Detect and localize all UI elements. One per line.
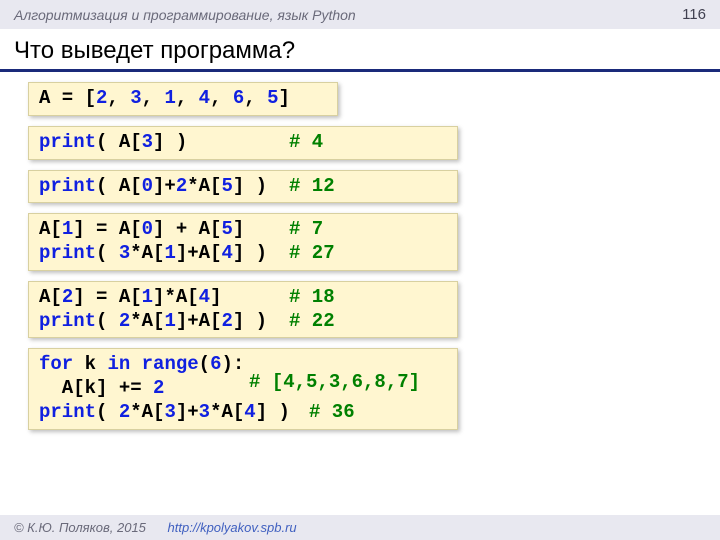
code-box-2: print( A[3] ) # 4 [28,126,458,160]
slide-title: Что выведет программа? [0,29,720,72]
comment: # 7 [289,218,323,242]
code-box-4: A[1] = A[0] + A[5] print( 3*A[1]+A[4] ) … [28,213,458,271]
code-line: print( A[0]+2*A[5] ) [39,175,447,199]
page-number: 116 [682,6,706,23]
code-box-6: for k in range(6): A[k] += 2 print( 2*A[… [28,348,458,429]
footer-url: http://kpolyakov.spb.ru [168,520,297,535]
code-line: A = [2, 3, 1, 4, 6, 5] [39,87,327,111]
comment: # 36 [309,401,355,425]
comment: # 4 [289,131,323,155]
course-title: Алгоритмизация и программирование, язык … [14,7,356,23]
comment: # 12 [289,175,335,199]
code-line: print( A[3] ) [39,131,447,155]
copyright: © К.Ю. Поляков, 2015 [14,520,146,535]
code-line: print( 2*A[1]+A[2] ) [39,310,447,334]
code-line: print( 3*A[1]+A[4] ) [39,242,447,266]
code-line: A[1] = A[0] + A[5] [39,218,447,242]
footer-bar: © К.Ю. Поляков, 2015 http://kpolyakov.sp… [0,515,720,540]
code-box-3: print( A[0]+2*A[5] ) # 12 [28,170,458,204]
code-line: A[2] = A[1]*A[4] [39,286,447,310]
code-box-1: A = [2, 3, 1, 4, 6, 5] [28,82,338,116]
comment: # 18 [289,286,335,310]
comment: # [4,5,3,6,8,7] [249,371,420,395]
code-box-5: A[2] = A[1]*A[4] print( 2*A[1]+A[2] ) # … [28,281,458,339]
code-line: print( 2*A[3]+3*A[4] ) [39,401,447,425]
comment: # 27 [289,242,335,266]
header-bar: Алгоритмизация и программирование, язык … [0,0,720,29]
content-area: A = [2, 3, 1, 4, 6, 5] print( A[3] ) # 4… [0,82,720,430]
comment: # 22 [289,310,335,334]
